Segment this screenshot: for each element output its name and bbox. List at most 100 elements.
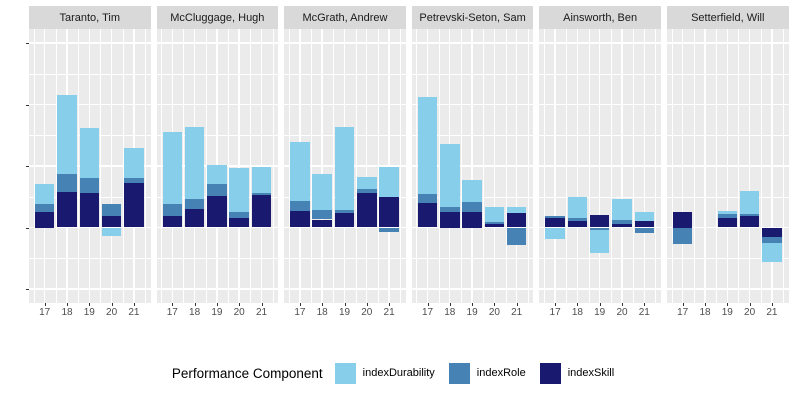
x-axis-tick (67, 303, 68, 306)
bar-segment-indexRole (417, 194, 438, 203)
x-axis-label: 17 (39, 307, 51, 318)
x-axis-label: 17 (677, 307, 689, 318)
bar-segment-indexDurability (634, 211, 655, 222)
bar-segment-indexSkill (229, 217, 249, 228)
bar-segment-indexRole (506, 227, 527, 245)
bar-segment-indexRole (484, 221, 505, 224)
facet-panel (156, 29, 279, 303)
x-axis-label: 19 (466, 307, 478, 318)
x-axis-tick (194, 303, 196, 306)
x-axis-tick (322, 303, 324, 306)
facet-strip: McCluggage, Hugh (156, 6, 279, 29)
x-axis-label: 21 (383, 307, 395, 318)
bar-segment-indexSkill (79, 193, 100, 228)
gridline-major-h (156, 226, 279, 229)
x-axis-tick (749, 303, 751, 306)
bar-segment-indexDurability (484, 206, 505, 222)
x-axis-label: 20 (744, 307, 756, 318)
x-axis-tick (494, 303, 496, 306)
bar-segment-indexRole (567, 217, 588, 222)
x-axis-label: 19 (83, 307, 95, 318)
bar-segment-indexSkill (184, 209, 205, 228)
bar-segment-indexDurability (612, 198, 632, 220)
x-axis-label: 20 (233, 307, 245, 318)
x-axis-label: 18 (444, 307, 456, 318)
x-axis-label: 18 (61, 307, 73, 318)
x-axis-tick (644, 303, 646, 306)
legend-label: indexDurability (362, 367, 435, 379)
bar-segment-indexRole (762, 237, 782, 243)
x-axis-tick (771, 303, 773, 306)
bar-segment-indexRole (357, 188, 377, 194)
bar-segment-indexDurability (357, 177, 377, 189)
bar-segment-indexDurability (545, 227, 565, 239)
bar-segment-indexSkill (440, 212, 460, 228)
x-axis-label: 21 (766, 307, 778, 318)
x-axis-label: 21 (255, 307, 268, 318)
x-axis-tick (682, 303, 684, 306)
x-axis-label: 17 (294, 307, 306, 318)
bar-segment-indexDurability (101, 227, 122, 237)
legend-swatch-durability (334, 362, 356, 384)
x-axis-label: 17 (549, 307, 561, 318)
bar-segment-indexRole (162, 204, 183, 217)
bar-segment-indexSkill (634, 221, 655, 228)
gridline-major-h (284, 103, 406, 106)
bar-segment-indexRole (589, 227, 610, 230)
gridline-major-h (156, 103, 279, 106)
x-axis-tick (389, 303, 391, 306)
y-axis-tick (25, 166, 29, 167)
bar-segment-indexSkill (101, 215, 122, 228)
gridline-major-h (29, 288, 151, 290)
x-axis-label: 17 (421, 307, 434, 318)
legend-label: indexRole (476, 367, 526, 379)
bar-segment-indexRole (207, 184, 227, 197)
x-axis-label: 21 (128, 307, 140, 318)
bar-segment-indexDurability (79, 128, 100, 179)
legend: Performance Component indexDurability in… (0, 352, 800, 394)
bar-segment-indexDurability (229, 167, 249, 213)
bar-segment-indexDurability (34, 184, 55, 204)
bar-segment-indexRole (462, 201, 482, 213)
x-axis-label: 17 (166, 307, 178, 318)
bar-segment-indexDurability (334, 127, 355, 210)
bar-segment-indexRole (612, 219, 632, 224)
x-axis-tick (577, 303, 579, 306)
facet-panel (411, 29, 534, 303)
bar-segment-indexDurability (312, 173, 332, 210)
x-axis-tick (172, 303, 174, 306)
facet-strip: McGrath, Andrew (284, 6, 406, 29)
bar-segment-indexDurability (290, 142, 310, 202)
gridline-major-h (284, 42, 406, 44)
bar-segment-indexDurability (379, 166, 399, 198)
x-axis-tick (727, 303, 729, 306)
x-axis-tick (599, 303, 601, 306)
gridline-major-h (667, 288, 789, 290)
legend-swatch-role (448, 362, 470, 384)
facet-strip-label: Taranto, Tim (59, 11, 121, 24)
bar-segment-indexSkill (717, 218, 738, 228)
x-axis-label: 18 (189, 307, 201, 318)
gridline-major-h (156, 288, 279, 290)
legend-label: indexSkill (567, 367, 615, 379)
bar-segment-indexRole (379, 227, 399, 233)
bar-segment-indexRole (634, 227, 655, 234)
gridline-major-h (667, 165, 789, 167)
bar-segment-indexSkill (34, 212, 55, 228)
gridline-major-h (539, 42, 661, 44)
x-axis-label: 19 (594, 307, 606, 318)
x-axis-label: 20 (488, 307, 500, 318)
facet-strip-label: McCluggage, Hugh (170, 11, 265, 24)
bar-segment-indexDurability (567, 197, 588, 218)
facet-panel (539, 29, 661, 303)
x-axis-label: 18 (316, 307, 328, 318)
bar-segment-indexRole (440, 207, 460, 213)
bar-segment-indexDurability (589, 229, 610, 254)
legend-item-durability: indexDurability (334, 362, 435, 384)
bar-segment-indexSkill (290, 210, 310, 228)
facet-panel (29, 29, 151, 303)
bar-segment-indexSkill (612, 223, 632, 228)
facet-strip-label: Petrevski-Seton, Sam (419, 11, 526, 24)
bar-segment-indexSkill (739, 215, 760, 228)
